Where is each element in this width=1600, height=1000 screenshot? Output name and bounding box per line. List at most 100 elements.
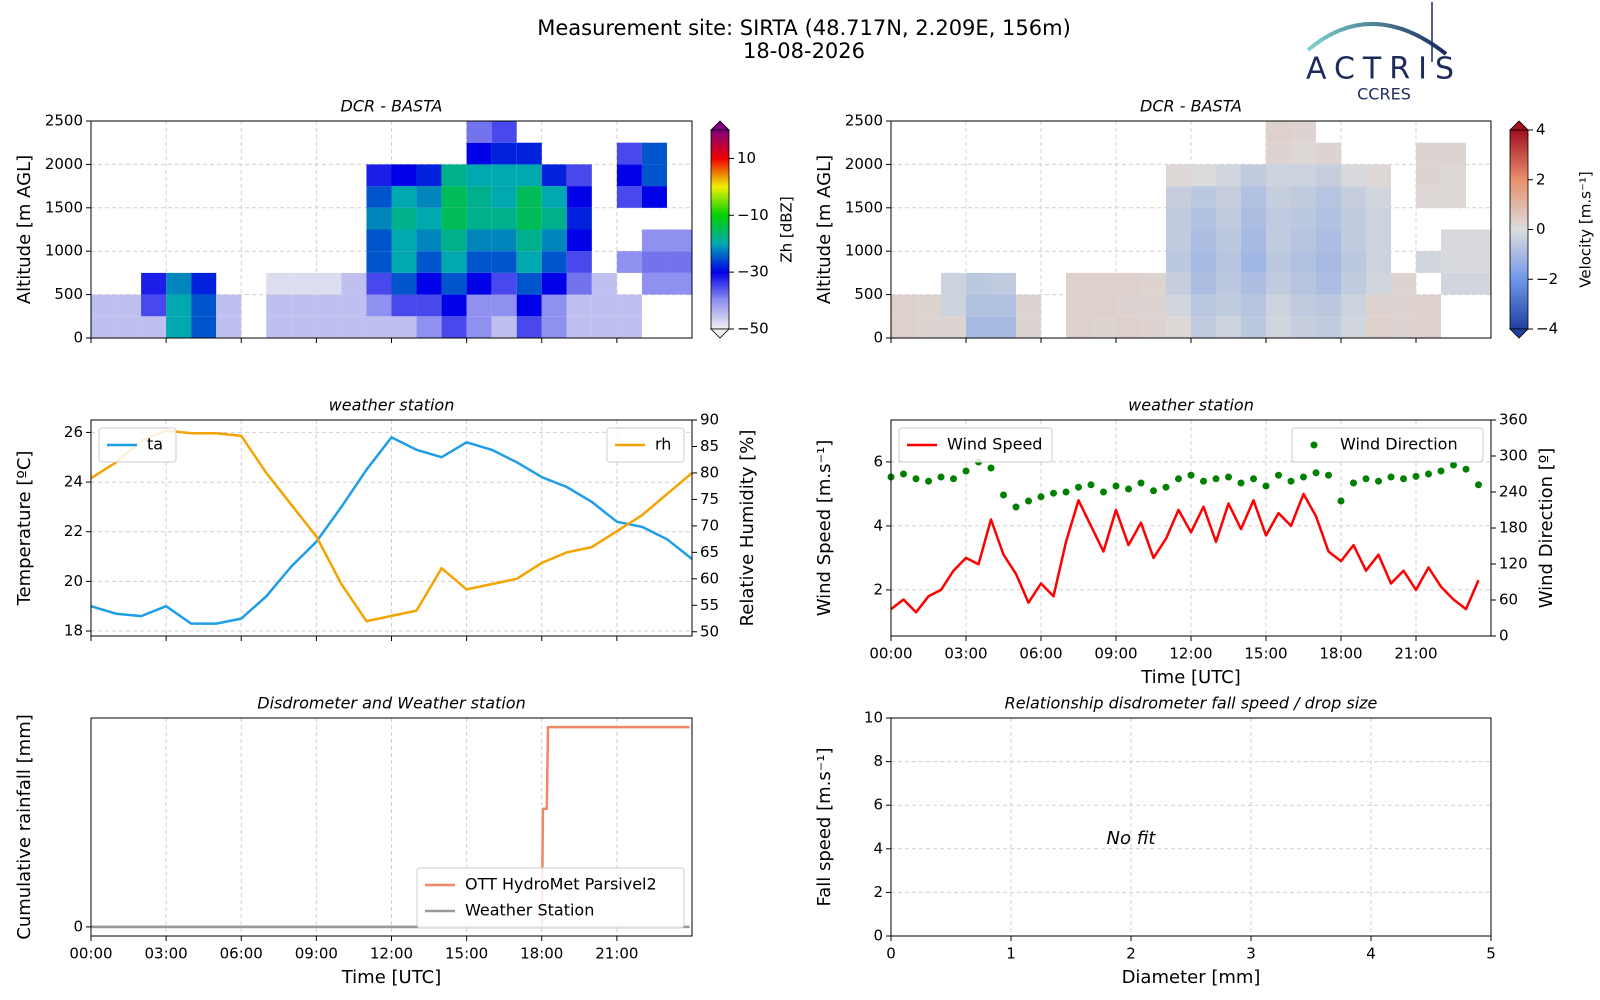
y-tick-label: 6 bbox=[873, 452, 883, 470]
heatmap-cell bbox=[416, 294, 442, 317]
heatmap-cell bbox=[466, 142, 492, 165]
heatmap-cell bbox=[641, 164, 667, 187]
y2-tick-label: 360 bbox=[1499, 411, 1528, 429]
y-tick-label: 0 bbox=[873, 329, 883, 347]
heatmap-cell bbox=[291, 316, 317, 338]
x-tick-label: 00:00 bbox=[69, 945, 112, 963]
heatmap-cell bbox=[441, 207, 467, 230]
heatmap-cell bbox=[441, 294, 467, 317]
x-tick-label: 5 bbox=[1486, 945, 1496, 963]
y-tick-label: 2000 bbox=[845, 155, 883, 173]
heatmap-cell bbox=[366, 272, 392, 295]
heatmap-cell bbox=[1216, 229, 1241, 252]
heatmap-cell bbox=[1166, 316, 1191, 338]
heatmap-cell bbox=[1266, 294, 1291, 317]
scatter-point bbox=[1187, 471, 1195, 479]
heatmap-cell bbox=[1291, 316, 1316, 338]
heatmap-cell bbox=[916, 294, 941, 317]
scatter-point bbox=[1012, 503, 1020, 511]
heatmap-cell bbox=[966, 294, 991, 317]
heatmap-cell bbox=[1291, 229, 1316, 252]
heatmap-cell bbox=[391, 164, 417, 187]
heatmap-cell bbox=[1241, 294, 1266, 317]
heatmap-cell bbox=[566, 164, 592, 187]
heatmap-cell bbox=[541, 186, 567, 208]
heatmap-cell bbox=[416, 186, 442, 208]
heatmap-cell bbox=[141, 294, 167, 317]
heatmap-cell bbox=[266, 316, 292, 338]
heatmap-cell bbox=[291, 272, 317, 295]
heatmap-cell bbox=[1166, 229, 1191, 252]
x-tick-label: 18:00 bbox=[1319, 645, 1362, 663]
heatmap-cell bbox=[1191, 229, 1216, 252]
heatmap-cell bbox=[1291, 186, 1316, 208]
y2-tick-label: 80 bbox=[700, 463, 719, 481]
heatmap-cell bbox=[366, 294, 392, 317]
heatmap-cell bbox=[1341, 251, 1366, 273]
scatter-point bbox=[1325, 471, 1332, 479]
heatmap-cell bbox=[1166, 272, 1191, 295]
heatmap-cell bbox=[991, 272, 1016, 295]
scatter-point bbox=[1387, 473, 1395, 481]
colorbar-tick-label: −4 bbox=[1536, 320, 1558, 338]
scatter-point bbox=[1350, 479, 1357, 487]
y-tick-label: 4 bbox=[873, 516, 883, 534]
heatmap-cell bbox=[466, 251, 492, 273]
heatmap-cell bbox=[1166, 294, 1191, 317]
y2-tick-label: 180 bbox=[1499, 519, 1528, 537]
heatmap-cell bbox=[491, 186, 517, 208]
y2-tick-label: 60 bbox=[1499, 591, 1518, 609]
heatmap-cell bbox=[1166, 186, 1191, 208]
scatter-point bbox=[1287, 477, 1295, 485]
heatmap-cell bbox=[541, 164, 567, 187]
scatter-point bbox=[1375, 477, 1382, 485]
legend-label: OTT HydroMet Parsivel2 bbox=[465, 875, 657, 894]
heatmap-cell bbox=[1191, 207, 1216, 230]
heatmap-cell bbox=[491, 142, 517, 165]
x-tick-label: 03:00 bbox=[944, 645, 987, 663]
heatmap-cell bbox=[391, 229, 417, 252]
x-tick-label: 4 bbox=[1366, 945, 1376, 963]
scatter-point bbox=[950, 475, 957, 483]
legend-box bbox=[606, 427, 685, 463]
heatmap-cell bbox=[1116, 316, 1141, 338]
heatmap-cell bbox=[1366, 316, 1391, 338]
heatmap-cell bbox=[466, 186, 492, 208]
heatmap-cell bbox=[1091, 294, 1116, 317]
heatmap-cell bbox=[391, 207, 417, 230]
heatmap-cell bbox=[441, 186, 467, 208]
heatmap-cell bbox=[1266, 164, 1291, 187]
heatmap-cell bbox=[466, 316, 492, 338]
heatmap-cell bbox=[1091, 272, 1116, 295]
y2-tick-label: 240 bbox=[1499, 483, 1528, 501]
y-axis-label: Fall speed [m.s⁻¹] bbox=[814, 748, 835, 907]
heatmap-cell bbox=[1416, 251, 1441, 273]
heatmap-cell bbox=[1416, 142, 1441, 165]
heatmap-cell bbox=[1141, 294, 1166, 317]
heatmap-cell bbox=[516, 142, 542, 165]
x-tick-label: 18:00 bbox=[520, 945, 563, 963]
heatmap-cell bbox=[366, 164, 392, 187]
heatmap-cell bbox=[366, 207, 392, 230]
heatmap-cell bbox=[1191, 316, 1216, 338]
heatmap-cell bbox=[1241, 229, 1266, 252]
colorbar-extend-top bbox=[1509, 120, 1529, 131]
heatmap-cell bbox=[491, 294, 517, 317]
scatter-point bbox=[1437, 467, 1445, 475]
heatmap-cell bbox=[1441, 164, 1466, 187]
y-tick-label: 22 bbox=[64, 522, 83, 540]
heatmap-cell bbox=[516, 207, 542, 230]
heatmap-cell bbox=[1116, 272, 1141, 295]
y2-axis-label: Relative Humidity [%] bbox=[737, 430, 758, 627]
heatmap-cell bbox=[1141, 272, 1166, 295]
heatmap-cell bbox=[891, 294, 916, 317]
heatmap-cell bbox=[566, 207, 592, 230]
heatmap-cell bbox=[1191, 272, 1216, 295]
heatmap-cell bbox=[491, 316, 517, 338]
heatmap-cell bbox=[191, 294, 217, 317]
scatter-point bbox=[1037, 493, 1045, 501]
heatmap-cell bbox=[541, 207, 567, 230]
heatmap-cell bbox=[1191, 294, 1216, 317]
legend-box bbox=[98, 427, 177, 463]
heatmap-cell bbox=[1191, 186, 1216, 208]
